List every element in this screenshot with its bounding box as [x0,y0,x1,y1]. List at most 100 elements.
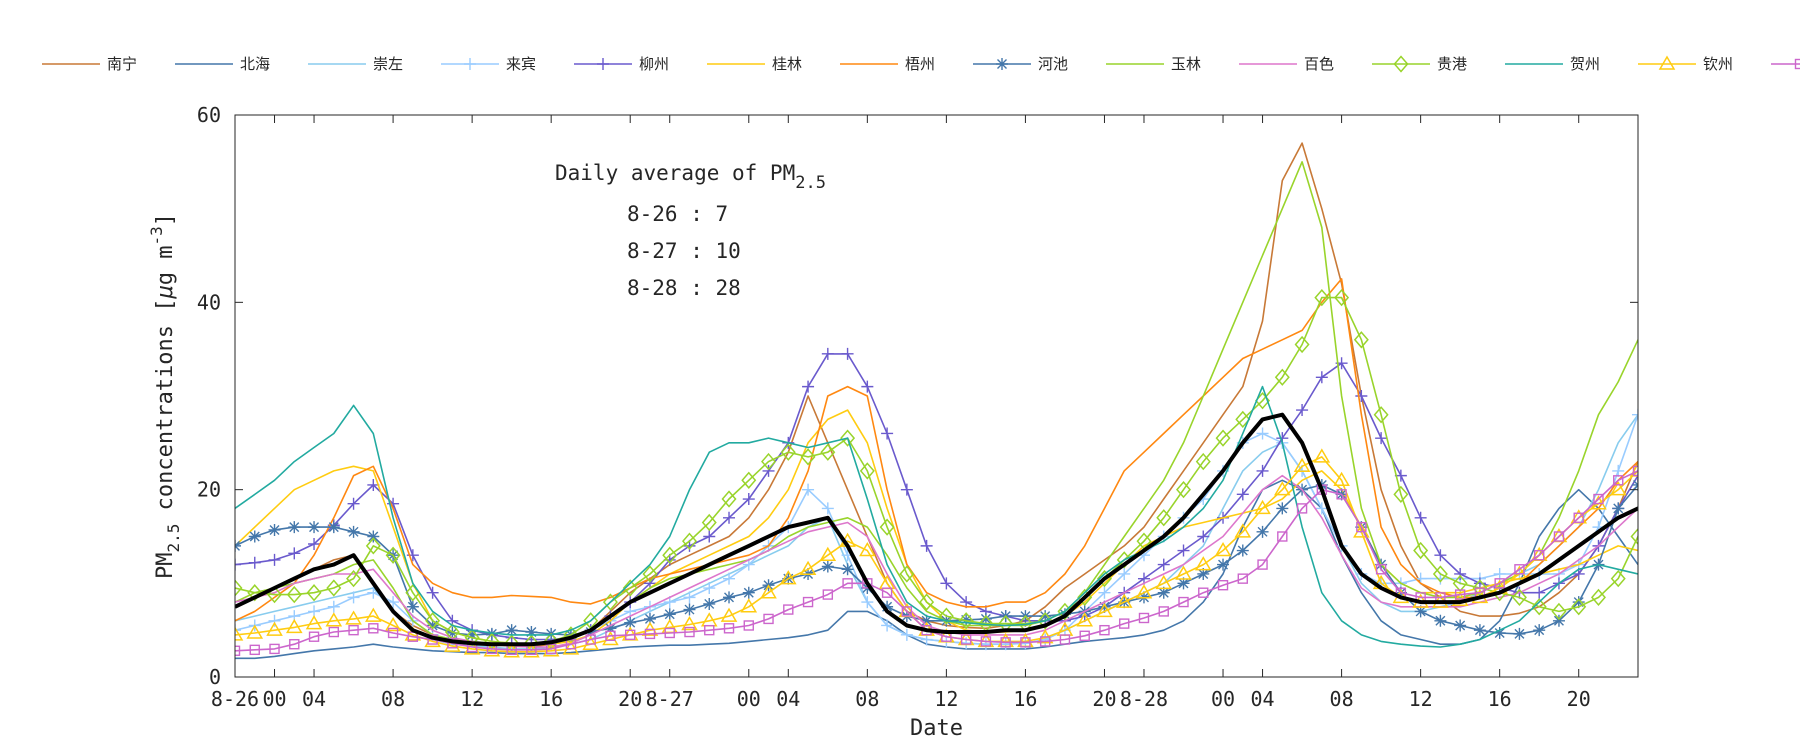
data-point [1454,619,1466,631]
data-point [1770,342,1783,357]
data-point [1730,328,1744,340]
data-point [1651,445,1665,457]
data-point [1276,502,1288,514]
legend-label: 桂林 [772,55,802,73]
series-line [235,162,1737,644]
legend: 南宁北海崇左来宾柳州桂林梧州河池玉林百色贵港贺州钦州防城港 [42,55,1800,73]
data-point [1651,463,1664,478]
series-14 [235,415,1717,645]
x-tick-label: 12 [934,687,958,711]
data-point [328,601,340,613]
legend-label: 钦州 [1703,55,1733,73]
x-tick-label: 08 [855,687,879,711]
legend-item: 钦州 [1638,55,1733,73]
data-point [249,557,261,569]
x-tick-label: 8-28 [1120,687,1168,711]
series-10 [229,290,1800,651]
data-point [1158,559,1170,571]
legend-item: 南宁 [42,55,137,73]
data-point [1257,427,1269,439]
data-point [842,348,854,360]
data-point [1731,427,1743,439]
annotation-title: Daily average of PM2.5 [555,161,826,193]
y-tick-label: 40 [197,290,221,314]
legend-label: 贺州 [1570,55,1600,73]
data-point [763,465,775,477]
data-point [1750,332,1763,347]
legend-item: 桂林 [707,55,802,73]
legend-item: 崇左 [308,55,403,73]
x-tick-label: 20 [1567,687,1591,711]
y-axis-label: PM2.5 concentrations [μg m-3] [147,213,183,579]
series-line [235,387,1678,647]
series-12 [228,328,1783,657]
data-point [328,521,340,533]
series-line [235,143,1717,647]
data-point [308,521,320,533]
series-3 [229,409,1644,650]
legend-item: 柳州 [574,55,669,73]
data-point [427,587,439,599]
data-point [861,381,873,393]
data-point [1673,448,1682,457]
data-point [1790,356,1800,371]
legend-label: 贵港 [1437,55,1467,73]
data-point [288,547,300,559]
series-group [228,143,1800,658]
x-tick-label: 16 [1013,687,1037,711]
data-point [348,526,360,538]
data-point [1691,437,1703,449]
data-point [1691,328,1704,343]
data-point [1690,384,1704,396]
data-point [822,560,834,572]
x-tick-label: 00 [737,687,761,711]
data-point [723,591,735,603]
y-tick-label: 0 [209,665,221,689]
plot-area [228,143,1800,658]
data-point [664,608,676,620]
legend-label: 来宾 [506,55,536,73]
data-point [269,554,281,566]
x-tick-label: 00 [262,687,286,711]
data-point [1612,502,1624,514]
data-point [901,629,913,641]
x-axis-label: Date [910,716,963,741]
data-point [1672,446,1684,458]
series-line [235,415,1717,645]
x-tick-label: 04 [302,687,326,711]
data-point [822,348,834,360]
x-tick-label: 8-26 [211,687,259,711]
data-point [842,563,854,575]
data-point [1434,615,1446,627]
data-point [367,531,379,543]
data-point [1652,460,1664,472]
annotation-line: 8-27 : 10 [627,239,741,263]
data-point [921,540,933,552]
legend-label: 河池 [1038,55,1068,73]
data-point [1671,384,1684,399]
data-point [1769,347,1783,359]
annotation-line: 8-26 : 7 [627,202,728,226]
data-point [1710,347,1724,359]
y-tick-label: 20 [197,478,221,502]
data-point [1474,624,1486,636]
series-9 [235,457,1717,647]
data-point [1653,457,1662,466]
series-11 [235,387,1678,647]
legend-item: 贵港 [1372,55,1467,73]
x-tick-label: 08 [1330,687,1354,711]
legend-item: 玉林 [1106,55,1201,73]
data-point [1217,559,1229,571]
legend-label: 梧州 [905,55,935,73]
data-point [881,427,893,439]
legend-label: 南宁 [107,55,137,73]
annotation-line: 8-28 : 28 [627,276,741,300]
data-point [683,604,695,616]
data-point [1711,432,1723,444]
x-tick-label: 20 [1092,687,1116,711]
data-point [1750,328,1764,340]
legend-item: 百色 [1239,55,1334,73]
data-point [1751,446,1763,458]
x-tick-label: 8-27 [646,687,694,711]
annotation-box: Daily average of PM2.5 8-26 : 7 8-27 : 10 8… [555,161,826,300]
